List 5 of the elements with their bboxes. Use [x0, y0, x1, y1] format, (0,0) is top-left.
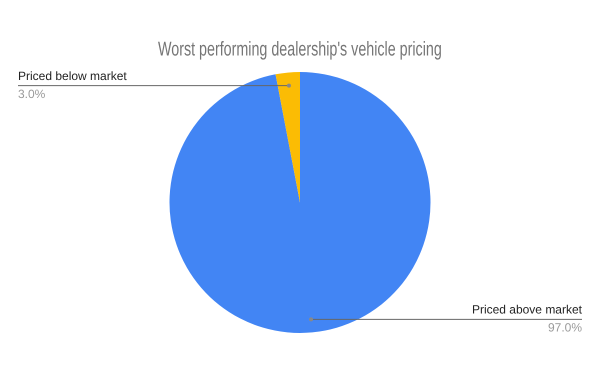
slice-label: Priced below market	[18, 68, 128, 83]
data-label: 3.0%	[18, 86, 46, 101]
slice-label: Priced above market	[472, 302, 583, 317]
chart-title: Worst performing dealership's vehicle pricing	[158, 37, 442, 60]
data-label: 97.0%	[548, 320, 582, 335]
